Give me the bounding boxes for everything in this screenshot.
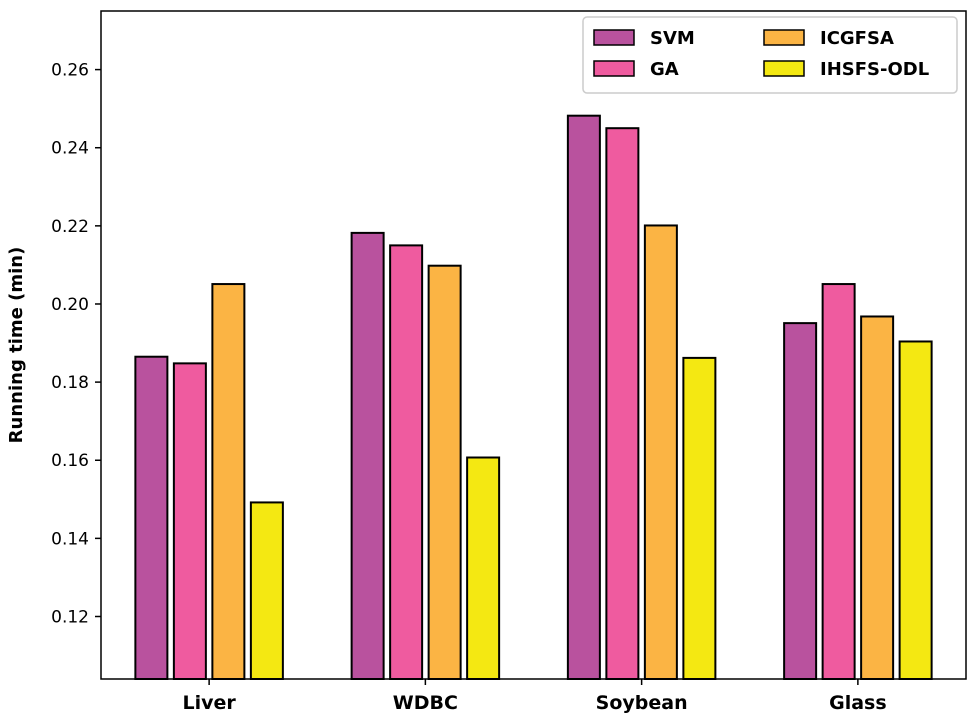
bar-icgfsa-liver [211,283,246,680]
legend-swatch-icgfsa [763,29,805,46]
bar-icgfsa-glass [860,315,895,680]
y-axis-title: Running time (min) [6,247,27,444]
x-category-label: Soybean [596,692,688,714]
bar-svm-soybean [566,114,601,681]
bar-ga-wdbc [389,244,424,681]
legend-frame [582,16,958,94]
plot-frame [100,10,967,680]
x-axis-categories: Liver WDBC Soybean Glass [182,679,887,714]
legend-swatch-ihsfs-odl [763,60,805,77]
y-tick-label: 0.12 [51,607,89,627]
y-axis-ticks: 0.12 0.14 0.16 0.18 0.20 0.22 0.24 0.26 [51,61,101,627]
legend-label-ihsfs-odl: IHSFS-ODL [820,59,929,80]
bar-ihsfs-odl-soybean [682,356,717,680]
legend: SVM GA ICGFSA IHSFS-ODL [582,16,958,94]
y-tick-label: 0.16 [51,451,89,471]
legend-swatch-svm [593,29,635,46]
legend-swatch-ga [593,60,635,77]
bar-icgfsa-wdbc [427,264,462,680]
y-tick-label: 0.14 [51,529,89,549]
bar-ga-liver [172,362,207,680]
bar-icgfsa-soybean [643,224,678,680]
bar-ihsfs-odl-glass [898,340,933,680]
bar-ihsfs-odl-liver [249,501,284,680]
bar-svm-liver [134,355,169,680]
y-tick-label: 0.18 [51,373,89,393]
legend-label-icgfsa: ICGFSA [820,28,894,49]
legend-label-svm: SVM [650,28,695,49]
bar-svm-wdbc [350,231,385,680]
legend-label-ga: GA [650,59,679,80]
bars [134,114,933,681]
y-tick-label: 0.22 [51,217,89,237]
bar-ga-glass [821,283,856,680]
x-category-label: Liver [182,692,236,714]
y-tick-label: 0.20 [51,295,89,315]
y-tick-label: 0.24 [51,139,89,159]
bar-svm-glass [783,322,818,680]
bar-ihsfs-odl-wdbc [466,456,501,680]
y-tick-label: 0.26 [51,61,89,81]
bar-ga-soybean [605,127,640,680]
x-category-label: WDBC [393,692,458,714]
x-category-label: Glass [829,692,887,714]
